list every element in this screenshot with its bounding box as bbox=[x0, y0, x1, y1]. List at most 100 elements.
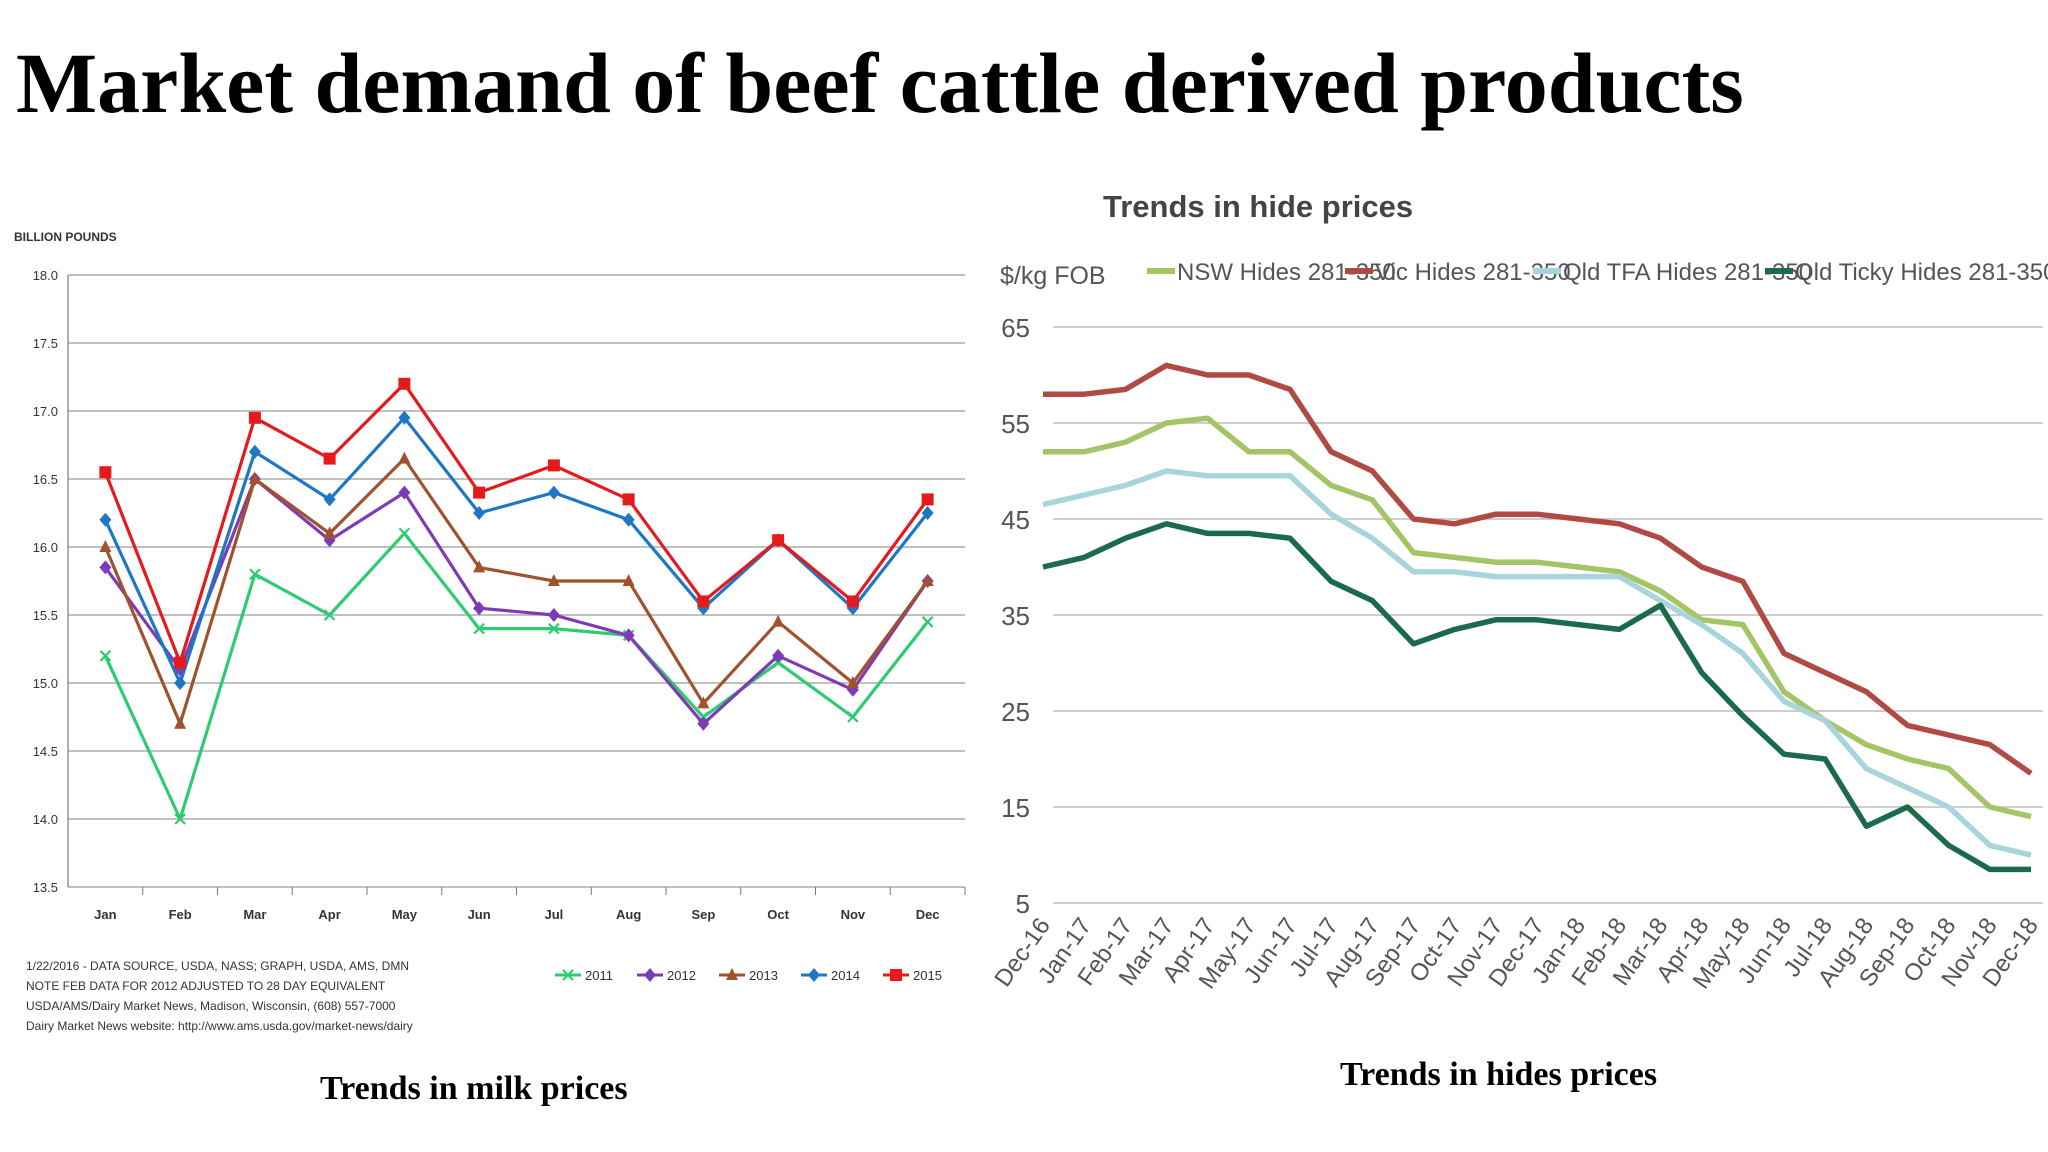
footnote-line: NOTE FEB DATA FOR 2012 ADJUSTED TO 28 DA… bbox=[26, 979, 386, 993]
x-tick-label: Feb bbox=[169, 907, 192, 922]
x-tick-label: Dec bbox=[916, 907, 940, 922]
series-line bbox=[104, 477, 929, 726]
y-tick-label: 5 bbox=[1016, 889, 1030, 919]
data-point bbox=[547, 485, 560, 500]
data-point bbox=[772, 648, 785, 663]
data-point bbox=[99, 540, 112, 552]
data-point bbox=[890, 969, 902, 981]
y-tick-label: 45 bbox=[1001, 505, 1030, 535]
series-line bbox=[103, 382, 929, 665]
hide-chart-caption: Trends in hides prices bbox=[1340, 1056, 1658, 1093]
data-point bbox=[622, 512, 635, 527]
x-tick-label: Jul bbox=[544, 907, 563, 922]
data-point bbox=[547, 574, 560, 586]
data-point bbox=[473, 486, 486, 499]
milk-chart-caption: Trends in milk prices bbox=[320, 1070, 628, 1107]
footnote-line: USDA/AMS/Dairy Market News, Madison, Wis… bbox=[26, 999, 396, 1013]
y-tick-label: 18.0 bbox=[33, 268, 58, 283]
y-tick-label: 35 bbox=[1001, 601, 1030, 631]
y-tick-label: 16.0 bbox=[33, 540, 58, 555]
data-point bbox=[622, 493, 635, 506]
x-tick-label: Oct bbox=[767, 907, 789, 922]
data-point bbox=[547, 608, 560, 622]
series-line-0 bbox=[1043, 415, 2032, 820]
legend-item-2011: 2011 bbox=[555, 968, 613, 983]
milk-production-chart: BILLION POUNDS 18.0 17.5 17.0 16.5 16.0 15.5 15… bbox=[14, 230, 966, 1033]
data-point bbox=[398, 451, 411, 464]
data-point bbox=[174, 676, 187, 690]
data-point bbox=[622, 574, 635, 586]
x-tick-label: Nov bbox=[841, 907, 866, 922]
data-point bbox=[174, 656, 187, 669]
hide-prices-chart: Trends in hide prices$/kg FOB NSW Hides 2… bbox=[989, 189, 2048, 994]
y-tick-label: 14.5 bbox=[33, 744, 58, 759]
series-2015 bbox=[99, 377, 934, 669]
data-point bbox=[808, 968, 820, 982]
y-tick-label: 15.5 bbox=[33, 608, 58, 623]
data-point bbox=[473, 601, 486, 616]
data-point bbox=[398, 377, 411, 390]
data-point bbox=[772, 614, 785, 627]
series-line-2 bbox=[1042, 468, 2032, 858]
data-point bbox=[398, 485, 411, 500]
data-point bbox=[174, 813, 186, 825]
series-line-1 bbox=[1043, 362, 2033, 776]
data-point bbox=[473, 506, 486, 520]
data-point bbox=[99, 512, 112, 527]
data-point bbox=[323, 526, 336, 539]
data-point bbox=[99, 560, 112, 575]
data-point bbox=[921, 574, 934, 586]
legend-label: Qld Ticky Hides 281-350 bbox=[1795, 259, 2048, 286]
data-point bbox=[323, 492, 336, 507]
legend-item-2015: 2015 bbox=[883, 968, 942, 983]
data-point bbox=[697, 696, 710, 709]
data-point bbox=[697, 595, 710, 608]
data-point bbox=[249, 568, 261, 580]
footnote-line: 1/22/2016 - DATA SOURCE, USDA, NASS; GRA… bbox=[26, 959, 409, 973]
data-point bbox=[622, 628, 635, 643]
legend-item-2012: 2012 bbox=[637, 968, 696, 983]
legend-label: 2013 bbox=[749, 968, 778, 983]
x-tick-label: Sep bbox=[691, 907, 715, 922]
x-tick-label: Apr bbox=[318, 907, 340, 922]
data-point bbox=[248, 472, 261, 484]
data-point bbox=[772, 534, 785, 547]
series-line bbox=[103, 457, 929, 726]
data-point bbox=[323, 452, 336, 465]
data-point bbox=[846, 595, 859, 608]
data-point bbox=[846, 676, 859, 688]
y-tick-label: 15.0 bbox=[33, 676, 58, 691]
data-point bbox=[562, 969, 574, 981]
legend-label: 2011 bbox=[585, 968, 613, 983]
data-point bbox=[248, 444, 261, 459]
data-point bbox=[726, 968, 738, 980]
data-point bbox=[547, 459, 560, 472]
series-2013 bbox=[99, 451, 934, 729]
y-tick-label: 65 bbox=[1001, 313, 1030, 343]
legend-item-3: Qld Ticky Hides 281-350 bbox=[1765, 259, 2048, 286]
x-tick-label: Jan bbox=[94, 907, 116, 922]
data-point bbox=[398, 410, 411, 425]
data-point bbox=[473, 560, 486, 573]
y-tick-label: 14.0 bbox=[33, 812, 58, 827]
series-line-3 bbox=[1042, 521, 2031, 873]
data-point bbox=[323, 609, 336, 621]
data-point bbox=[548, 622, 560, 635]
legend-label: 2014 bbox=[831, 968, 860, 983]
data-point bbox=[921, 506, 934, 520]
chart-title: Trends in hide prices bbox=[1103, 189, 1413, 224]
y-axis-label: BILLION POUNDS bbox=[14, 230, 117, 244]
y-tick-label: 55 bbox=[1001, 409, 1030, 439]
legend-label: 2015 bbox=[913, 968, 942, 983]
y-tick-label: 17.5 bbox=[33, 336, 58, 351]
y-tick-label: 13.5 bbox=[33, 880, 58, 895]
slide-title: Market demand of beef cattle derived pro… bbox=[16, 35, 1744, 131]
data-point bbox=[174, 716, 187, 729]
data-point bbox=[921, 616, 934, 628]
data-point bbox=[398, 527, 411, 540]
data-point bbox=[99, 466, 112, 479]
x-tick-label: May bbox=[392, 907, 418, 922]
x-tick-label: Mar bbox=[243, 907, 266, 922]
legend-item-2013: 2013 bbox=[719, 968, 778, 983]
data-point bbox=[847, 711, 859, 723]
